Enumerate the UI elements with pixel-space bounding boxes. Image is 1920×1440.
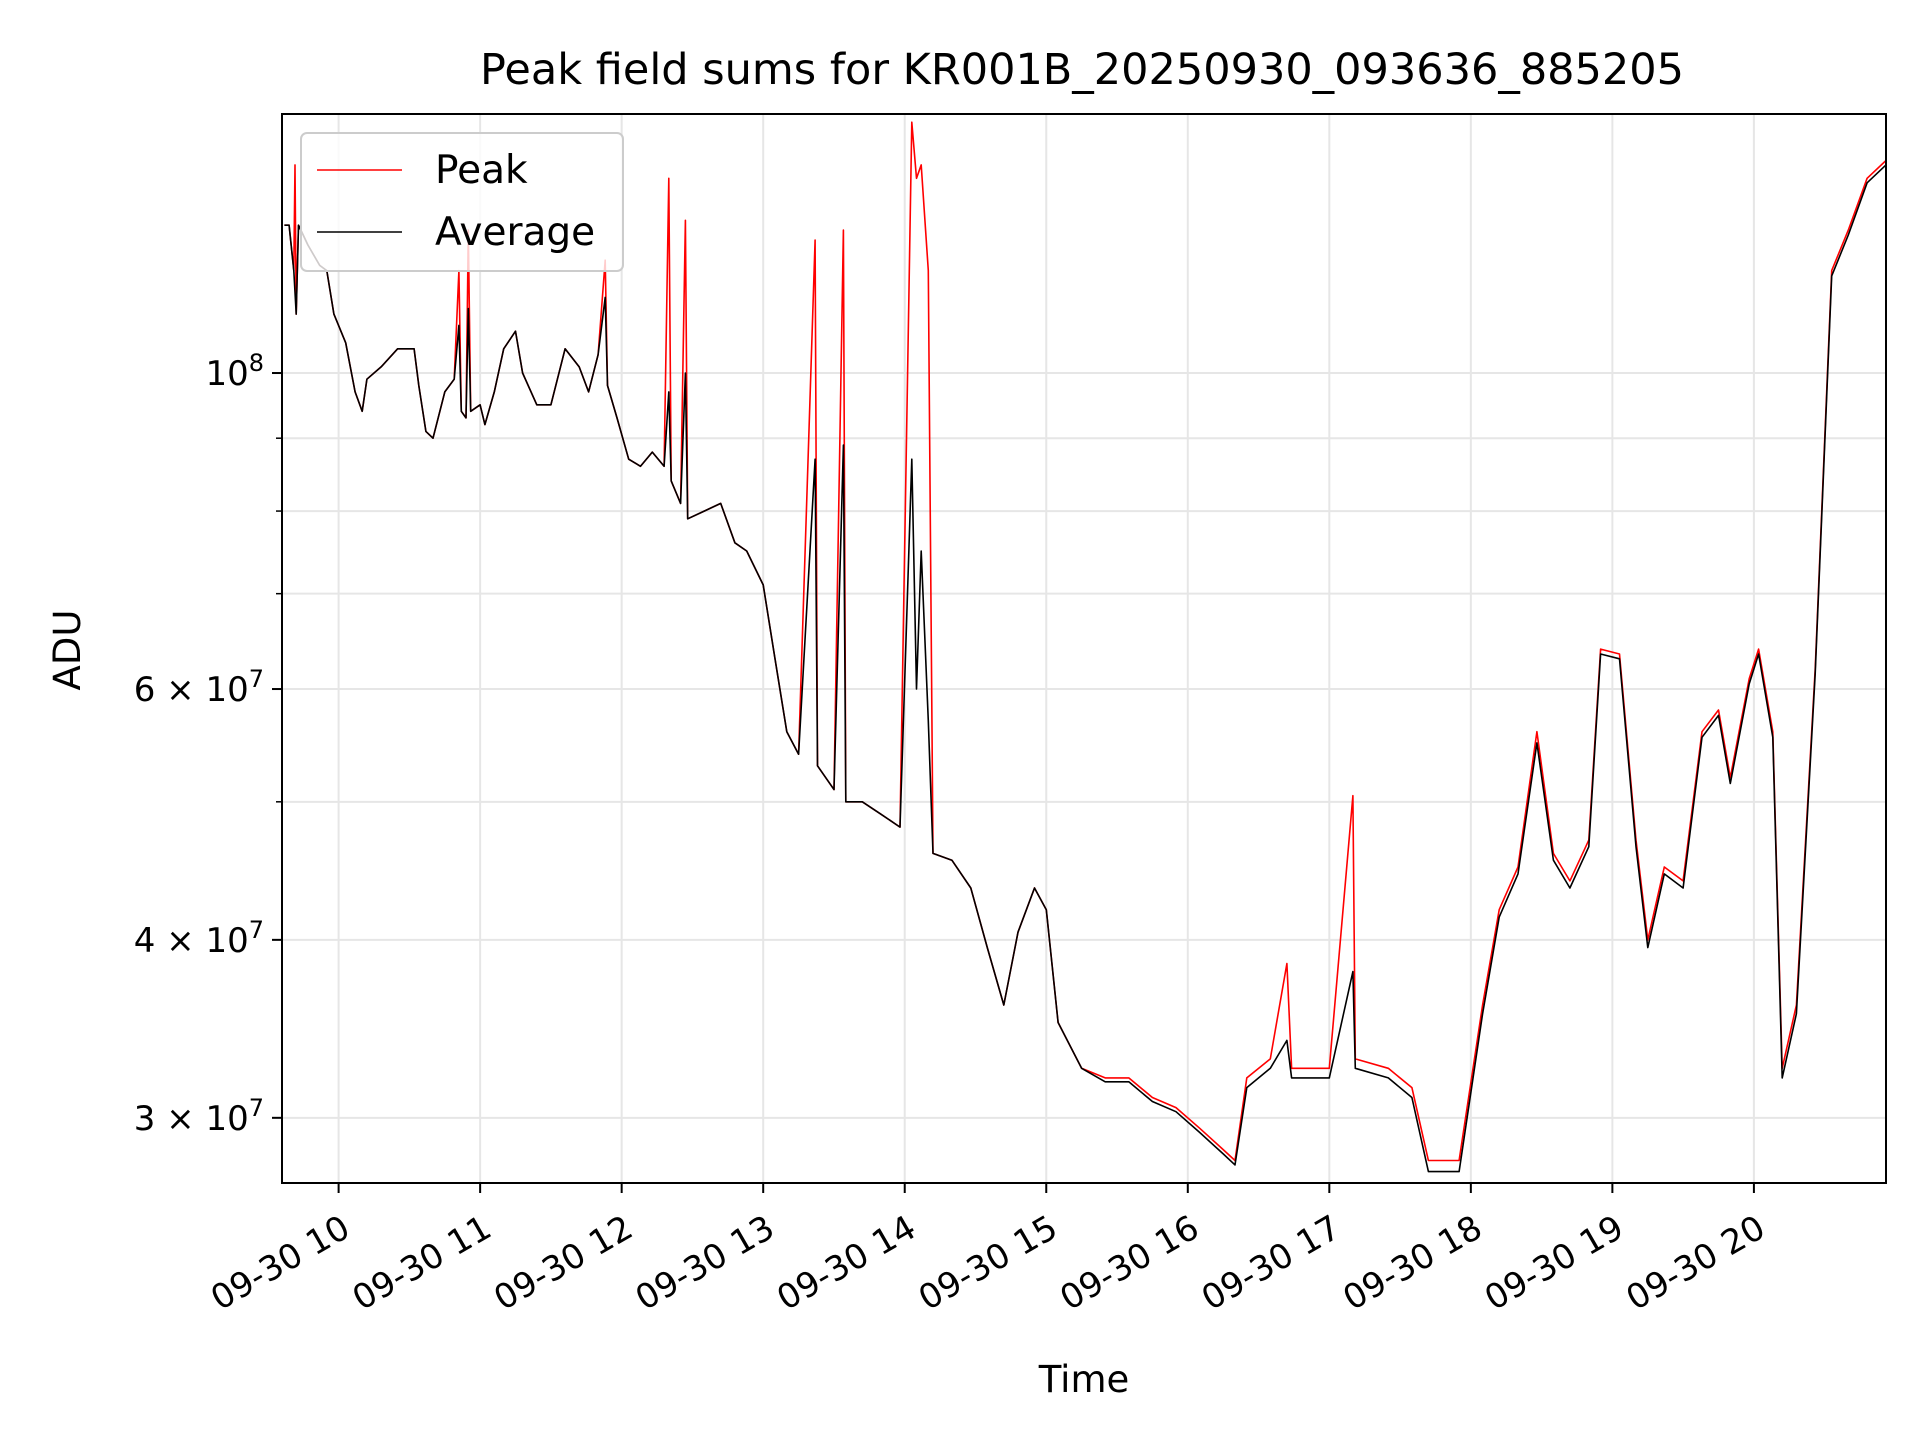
y-tick-label: 4 × 107 (134, 916, 264, 961)
series-line-average (284, 164, 1887, 1173)
chart-title: Peak field sums for KR001B_20250930_0936… (480, 45, 1684, 95)
series-layer (284, 121, 1887, 1173)
legend-label-peak: Peak (435, 148, 528, 193)
x-axis-label: Time (1038, 1358, 1130, 1401)
legend-label-average: Average (435, 210, 595, 255)
grid (282, 114, 1886, 1183)
plot-frame (281, 113, 1887, 1184)
legend-box (300, 132, 624, 272)
y-tick-label: 108 (205, 349, 264, 394)
y-axis-label: ADU (46, 610, 89, 691)
y-tick-label: 6 × 107 (134, 665, 264, 710)
y-tick-label: 3 × 107 (134, 1094, 264, 1139)
legend: Peak Average (300, 132, 624, 272)
